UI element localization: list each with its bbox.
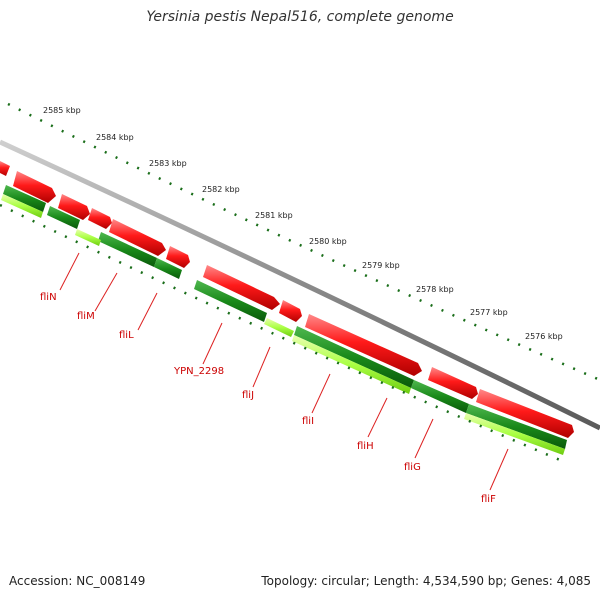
gene-bar: [411, 380, 469, 413]
feature-arrow: [203, 265, 280, 310]
cds-bar: [75, 229, 101, 246]
genome-summary-text: Topology: circular; Length: 4,534,590 bp…: [261, 574, 591, 588]
feature-arrow: [305, 314, 422, 376]
kbp-label: 2582 kbp: [202, 185, 240, 194]
kbp-label: 2584 kbp: [96, 133, 134, 142]
kbp-label: 2580 kbp: [309, 237, 347, 246]
kbp-label: 2585 kbp: [43, 106, 81, 115]
kbp-label: 2579 kbp: [362, 261, 400, 270]
gene-label: fliF: [481, 494, 496, 505]
feature-arrow: [166, 246, 190, 268]
gene-bar: [466, 404, 567, 449]
gene-track: [3, 185, 567, 449]
cds-track: [1, 194, 565, 455]
feature-arrow: [109, 219, 166, 256]
leader-line: [367, 397, 388, 438]
cds-bar: [464, 413, 565, 455]
cds-bar: [292, 335, 411, 394]
feature-arrow: [279, 300, 302, 322]
gene-bar: [3, 185, 46, 212]
gene-label: fliN: [40, 292, 57, 303]
cds-bar: [1, 194, 43, 218]
gene-label: YPN_2298: [173, 366, 224, 377]
gene-bar: [98, 232, 157, 267]
gene-label: fliJ: [242, 390, 254, 401]
gene-label: fliH: [357, 441, 374, 452]
kbp-label: 2578 kbp: [416, 285, 454, 294]
gene-label: fliG: [404, 462, 421, 473]
leader-line: [252, 346, 271, 388]
feature-arrow: [0, 161, 10, 176]
gene-bar: [194, 280, 267, 322]
map-title: Yersinia pestis Nepal516, complete genom…: [146, 9, 454, 25]
genome-backbone: [0, 139, 600, 431]
gene-bar: [154, 258, 182, 279]
leader-line: [414, 418, 434, 459]
leader-line: [202, 322, 223, 365]
kbp-label: 2581 kbp: [255, 211, 293, 220]
gene-bar: [294, 326, 414, 388]
leader-line: [94, 272, 118, 312]
forward-features-track: [0, 161, 574, 438]
leader-line: [311, 373, 331, 414]
gene-label: fliM: [77, 311, 95, 322]
kbp-labels: 2585 kbp 2584 kbp 2583 kbp 2582 kbp 2581…: [43, 106, 563, 341]
kbp-label: 2577 kbp: [470, 308, 508, 317]
gene-leader-lines: [59, 252, 509, 491]
gene-label: fliL: [119, 330, 134, 341]
gene-labels: fliN fliM fliL YPN_2298 fliJ fliI fliH f…: [40, 292, 496, 505]
feature-arrow: [13, 171, 56, 203]
leader-line: [137, 292, 158, 331]
feature-arrow: [88, 208, 112, 229]
accession-text: Accession: NC_008149: [9, 574, 146, 588]
feature-arrow: [476, 389, 574, 438]
cds-bar: [264, 318, 294, 337]
leader-line: [59, 252, 80, 291]
leader-line: [489, 448, 509, 491]
kbp-label: 2576 kbp: [525, 332, 563, 341]
gene-bar: [47, 206, 80, 229]
feature-arrow: [58, 194, 90, 220]
gene-label: fliI: [302, 416, 314, 427]
kbp-label: 2583 kbp: [149, 159, 187, 168]
feature-arrow: [428, 367, 478, 399]
